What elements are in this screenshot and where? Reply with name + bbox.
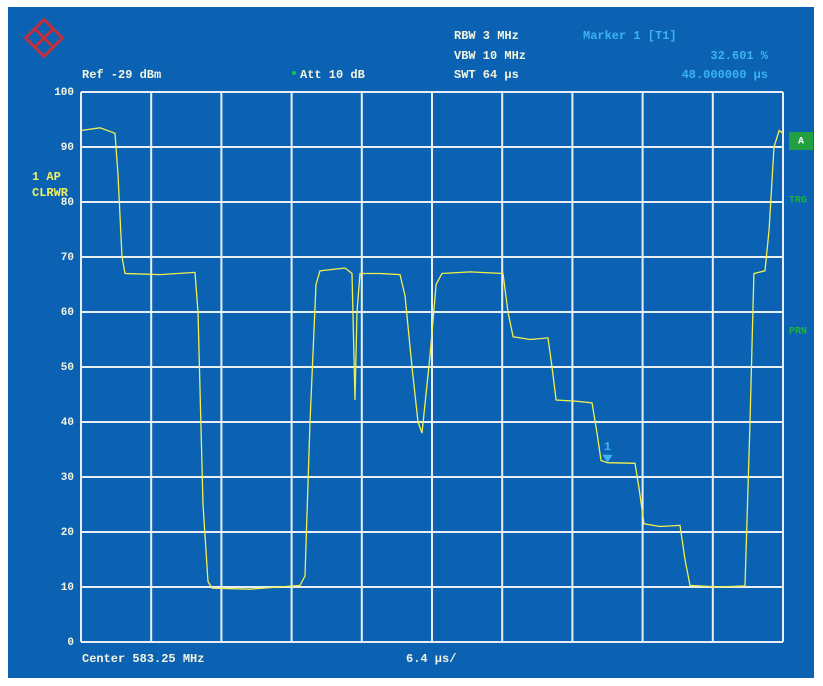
trace-info: 1 AP [32,170,61,184]
side-label: A [798,137,804,148]
marker-label: 1 [604,440,611,454]
y-tick-label: 100 [54,87,74,99]
marker-title: Marker 1 [T1] [583,29,677,43]
y-tick-label: 20 [61,527,74,539]
y-tick-label: 30 [61,472,74,484]
y-tick-label: 80 [61,197,74,209]
y-tick-label: 60 [61,307,74,319]
trace [80,127,784,590]
ref-level: Ref -29 dBm [82,68,161,82]
center-frequency: Center 583.25 MHz [82,652,204,666]
att-indicator [292,71,296,75]
side-box [789,132,813,150]
attenuation: Att 10 dB [300,68,365,82]
marker-x: 48.000000 µs [682,68,768,82]
logo [23,17,65,59]
marker [602,454,613,463]
y-tick-label: 10 [61,582,74,594]
y-tick-label: 40 [61,417,74,429]
y-tick-label: 0 [67,637,74,649]
vbw: VBW 10 MHz [454,49,526,63]
swt: SWT 64 µs [454,68,519,82]
screen-background [8,7,814,678]
marker-value: 32.601 % [710,49,768,63]
y-tick-label: 90 [61,142,74,154]
side-label: TRG [789,196,807,207]
span-per-div: 6.4 µs/ [406,652,456,666]
trace-info: CLRWR [32,186,69,200]
rbw: RBW 3 MHz [454,29,519,43]
y-tick-label: 50 [61,362,74,374]
y-tick-label: 70 [61,252,74,264]
side-label: PRN [789,327,807,338]
